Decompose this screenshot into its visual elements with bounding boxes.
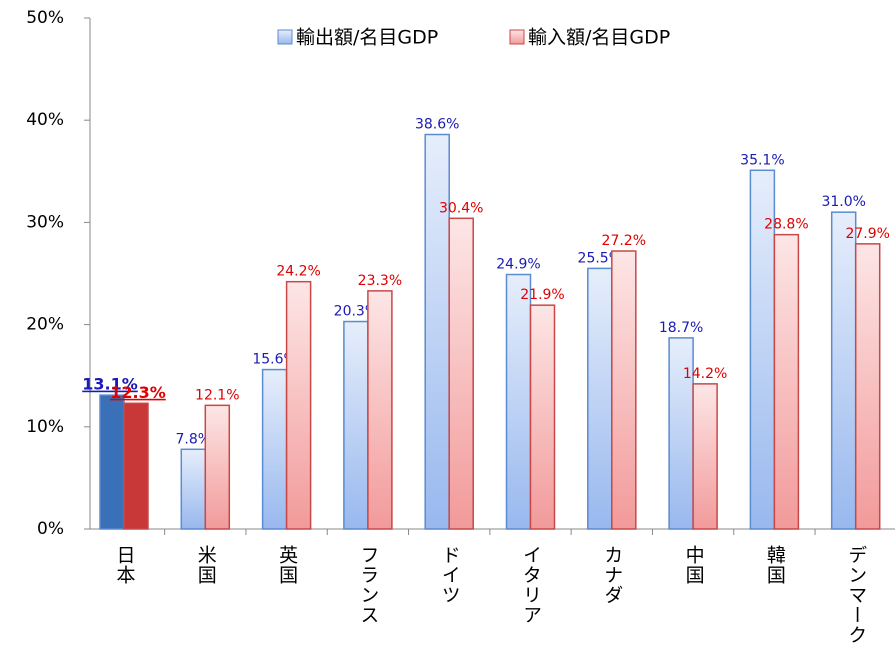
- bar: [830, 211, 857, 530]
- legend-label: 輸出額/名目GDP: [296, 27, 438, 49]
- bar: [668, 337, 694, 530]
- y-tick-label: 50%: [26, 8, 64, 28]
- y-tick-label: 0%: [37, 519, 64, 539]
- x-tick-label: ドイツ: [439, 545, 461, 605]
- value-label: 23.3%: [358, 273, 402, 289]
- value-label: 12.3%: [110, 383, 166, 402]
- legend-label: 輸入額/名目GDP: [528, 27, 670, 49]
- x-tick-label: 日本: [114, 545, 136, 585]
- x-tick-label: 米国: [195, 545, 217, 585]
- x-tick-label: デンマーク: [845, 545, 867, 645]
- x-tick-label: 韓国: [764, 545, 786, 585]
- value-label: 13.1%: [82, 375, 138, 394]
- bar: [692, 383, 718, 530]
- value-label: 38.6%: [415, 117, 459, 133]
- bar: [99, 394, 125, 530]
- bar: [424, 133, 450, 530]
- x-tick-label: フランス: [357, 545, 379, 625]
- value-label: 35.1%: [740, 152, 784, 168]
- value-label: 15.6%: [252, 352, 296, 368]
- bar: [261, 368, 288, 530]
- value-label: 21.9%: [520, 287, 564, 303]
- bar: [611, 250, 637, 530]
- bar: [773, 233, 800, 530]
- value-label: 31.0%: [821, 194, 865, 210]
- value-label: 27.2%: [602, 233, 646, 249]
- bar: [749, 169, 776, 530]
- y-tick-label: 30%: [26, 212, 64, 232]
- value-label: 27.9%: [845, 226, 889, 242]
- bar: [505, 273, 532, 530]
- y-tick-label: 20%: [26, 315, 64, 335]
- bar: [285, 280, 312, 530]
- bar: [529, 304, 556, 530]
- value-label: 24.2%: [276, 264, 320, 280]
- x-tick-label: 英国: [276, 545, 298, 585]
- value-label: 24.9%: [496, 257, 540, 273]
- x-tick-label: イタリア: [520, 545, 542, 625]
- value-label: 18.7%: [659, 320, 703, 336]
- legend-swatch: [277, 29, 293, 45]
- y-tick-label: 40%: [26, 110, 64, 130]
- bar: [204, 404, 231, 530]
- value-label: 20.3%: [334, 304, 378, 320]
- bar: [854, 243, 881, 530]
- x-tick-label: 中国: [683, 545, 705, 585]
- bar: [448, 217, 474, 530]
- bar: [343, 320, 369, 530]
- bar: [587, 267, 613, 530]
- bar: [180, 448, 207, 530]
- value-label: 30.4%: [439, 200, 483, 216]
- value-label: 25.5%: [578, 250, 622, 266]
- value-label: 28.8%: [764, 217, 808, 233]
- value-label: 7.8%: [176, 431, 212, 447]
- x-tick-label: カナダ: [601, 545, 623, 605]
- value-label: 14.2%: [683, 366, 727, 382]
- legend-swatch: [509, 29, 525, 45]
- bar: [367, 290, 393, 530]
- value-label: 12.1%: [195, 387, 239, 403]
- y-tick-label: 10%: [26, 417, 64, 437]
- bar: [123, 402, 149, 530]
